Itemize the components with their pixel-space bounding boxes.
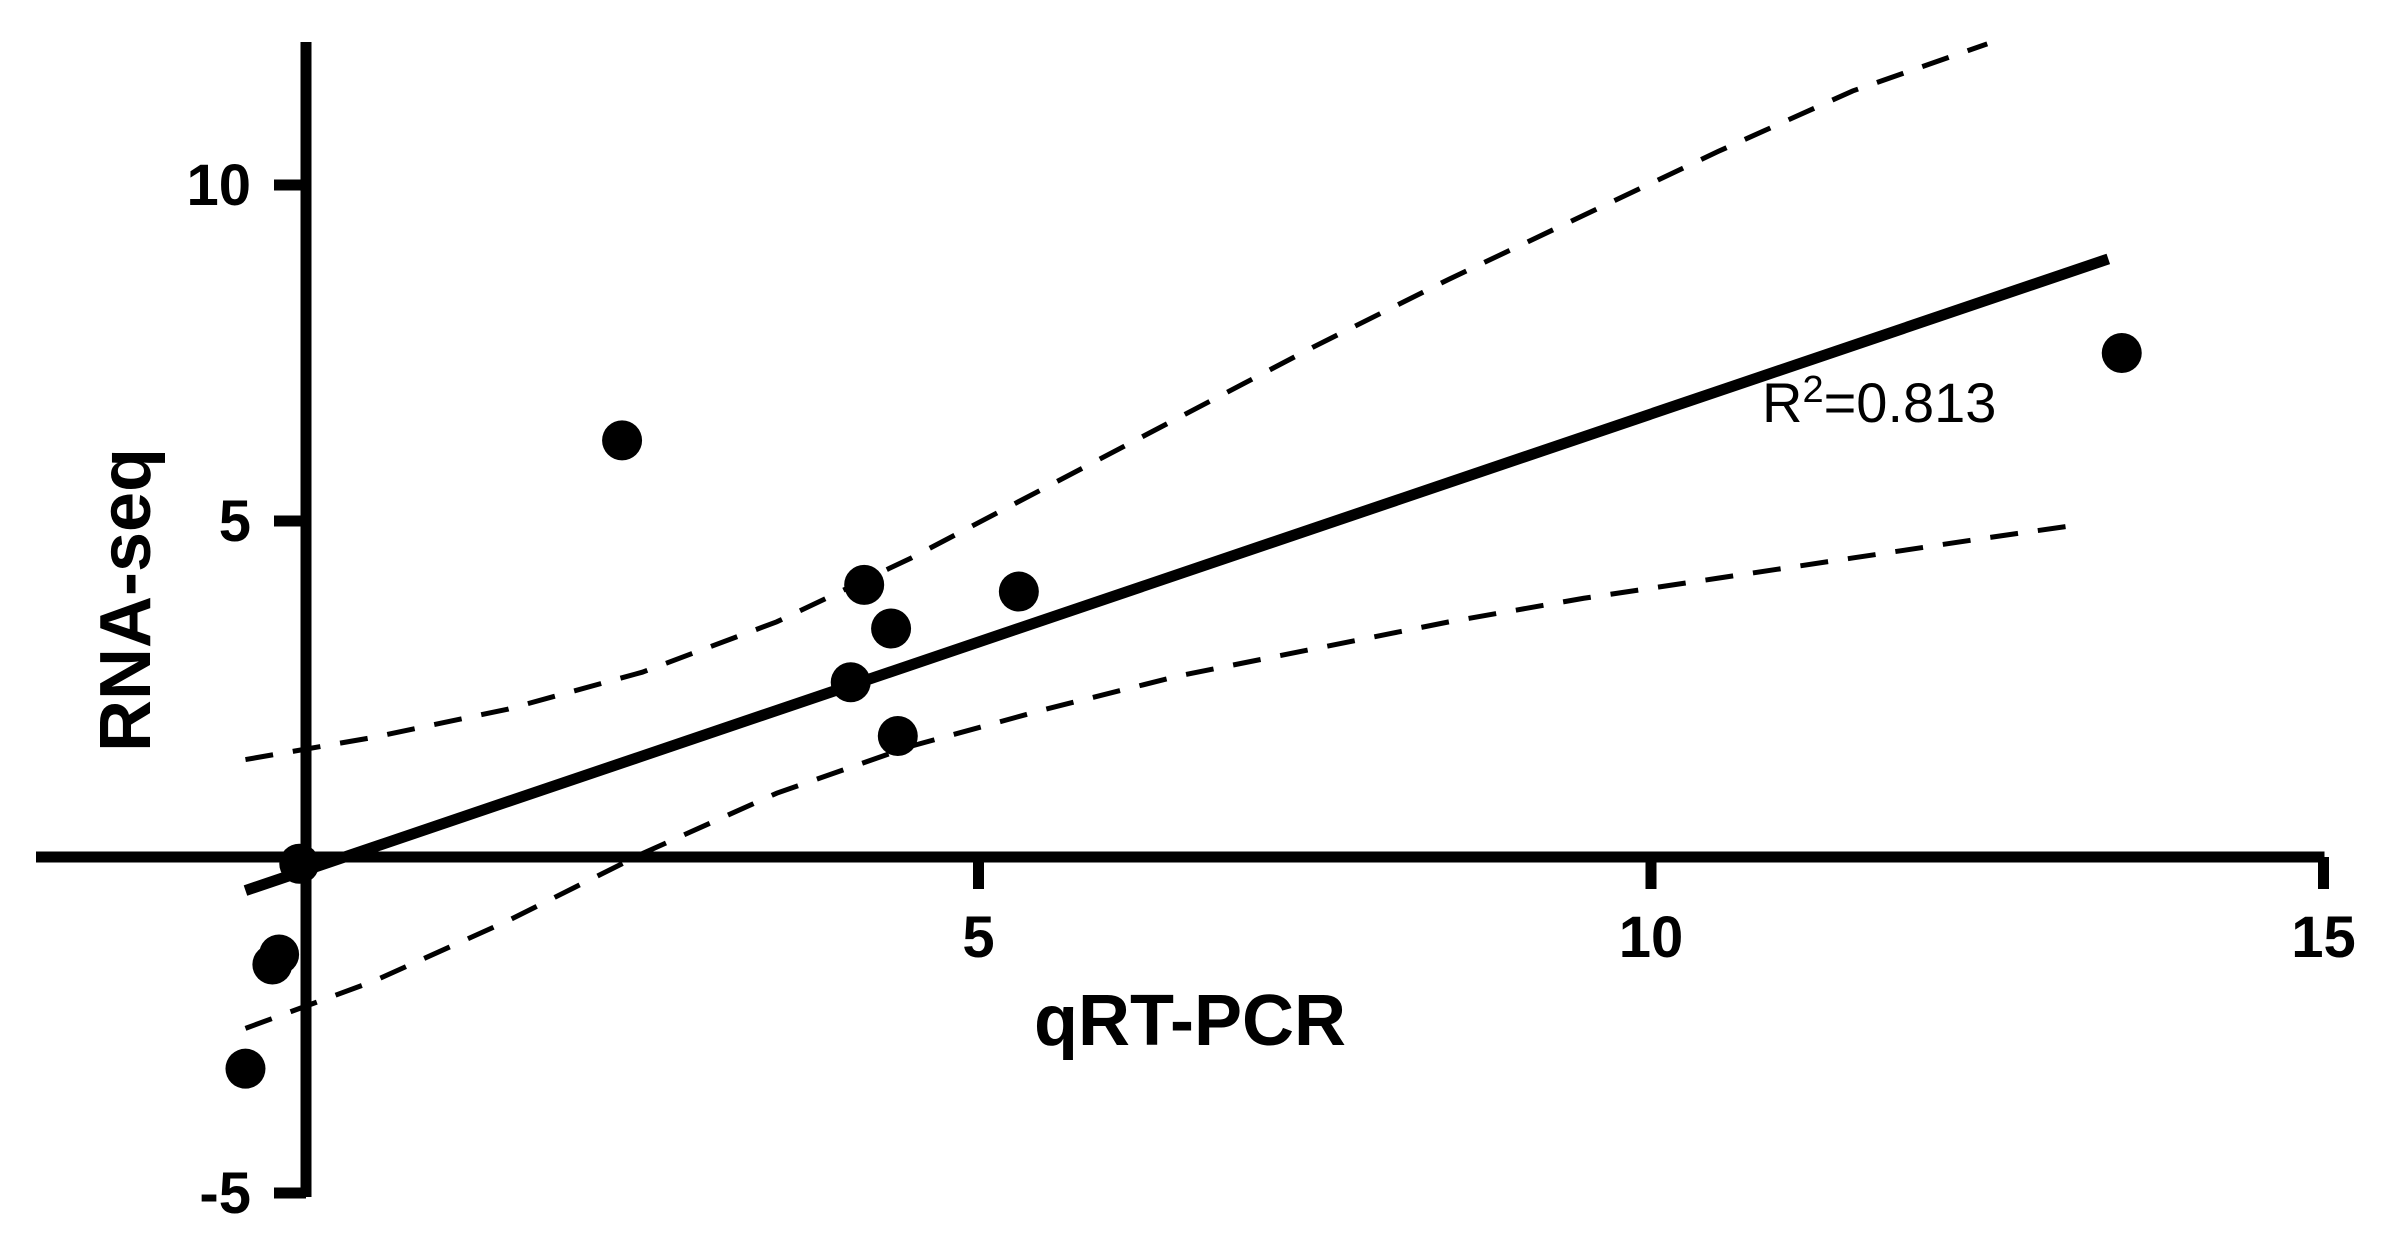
data-point-10	[998, 571, 1039, 612]
data-point-3	[252, 944, 293, 985]
y-tick-label-5: 5	[219, 489, 251, 554]
data-point-5	[602, 420, 643, 461]
upper-confidence-band	[245, 41, 1989, 763]
data-point-1	[279, 843, 320, 884]
lower-confidence-band	[244, 521, 2082, 1031]
data-points	[225, 333, 2142, 1089]
y-axis-title: RNA-seq	[86, 448, 166, 752]
x-tick-label-5: 5	[962, 905, 994, 970]
regression-line-layer	[243, 253, 2111, 896]
r-squared-annotation: R2=0.813	[1762, 369, 1996, 434]
confidence-bands	[244, 41, 2082, 1031]
data-point-4	[225, 1048, 266, 1089]
r-squared-value: =0.813	[1824, 371, 1997, 434]
y-tick-label-10: 10	[186, 153, 251, 218]
y-tick-label--5: -5	[199, 1161, 251, 1226]
data-point-11	[2101, 333, 2142, 373]
data-point-9	[877, 716, 918, 757]
x-tick-label-10: 10	[1619, 905, 1684, 970]
data-point-8	[871, 608, 912, 649]
x-axis-title: qRT-PCR	[1034, 981, 1346, 1061]
x-tick-label-15: 15	[2291, 905, 2356, 970]
axis-labels: 5 10 15 -5 5 10	[186, 153, 2355, 1226]
r-squared-symbol: R	[1762, 371, 1802, 434]
r-squared-superscript: 2	[1802, 369, 1823, 411]
data-point-7	[844, 564, 885, 605]
regression-line	[243, 253, 2111, 896]
data-point-6	[830, 662, 871, 703]
